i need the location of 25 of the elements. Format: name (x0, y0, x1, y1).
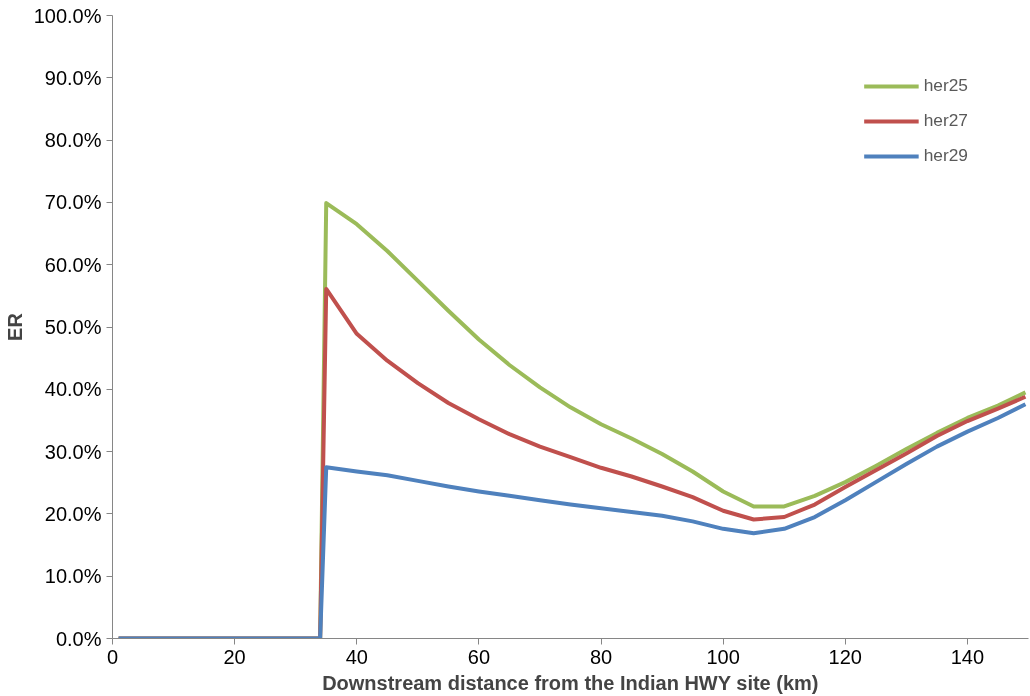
y-tick-label: 0.0% (55, 627, 102, 650)
x-tick-label: 100 (706, 645, 740, 668)
legend-label: her27 (923, 110, 968, 131)
y-tick-label: 20.0% (44, 502, 102, 525)
legend-label: her29 (923, 145, 968, 166)
y-tick-label: 40.0% (44, 378, 102, 401)
x-axis-title: Downstream distance from the Indian HWY site (km) (322, 671, 819, 694)
y-tick-label: 60.0% (44, 253, 102, 276)
y-tick-label: 10.0% (44, 565, 102, 588)
x-tick-label: 80 (589, 645, 613, 668)
x-tick-label: 60 (467, 645, 491, 668)
y-tick-label: 100.0% (33, 4, 102, 27)
y-axis-title: ER (3, 312, 26, 341)
x-tick-label: 20 (223, 645, 246, 668)
y-tick-label: 80.0% (44, 129, 102, 152)
legend-label: her25 (923, 75, 968, 96)
x-tick-label: 0 (106, 645, 119, 668)
x-tick-label: 120 (828, 645, 862, 668)
line-series (116, 402, 1028, 639)
x-tick-label: 140 (950, 645, 985, 668)
y-tick-label: 30.0% (44, 440, 102, 463)
x-tick-label: 40 (345, 645, 368, 668)
y-tick-label: 50.0% (44, 316, 102, 338)
y-tick-label: 70.0% (44, 191, 102, 214)
y-tick-label: 90.0% (44, 66, 102, 89)
